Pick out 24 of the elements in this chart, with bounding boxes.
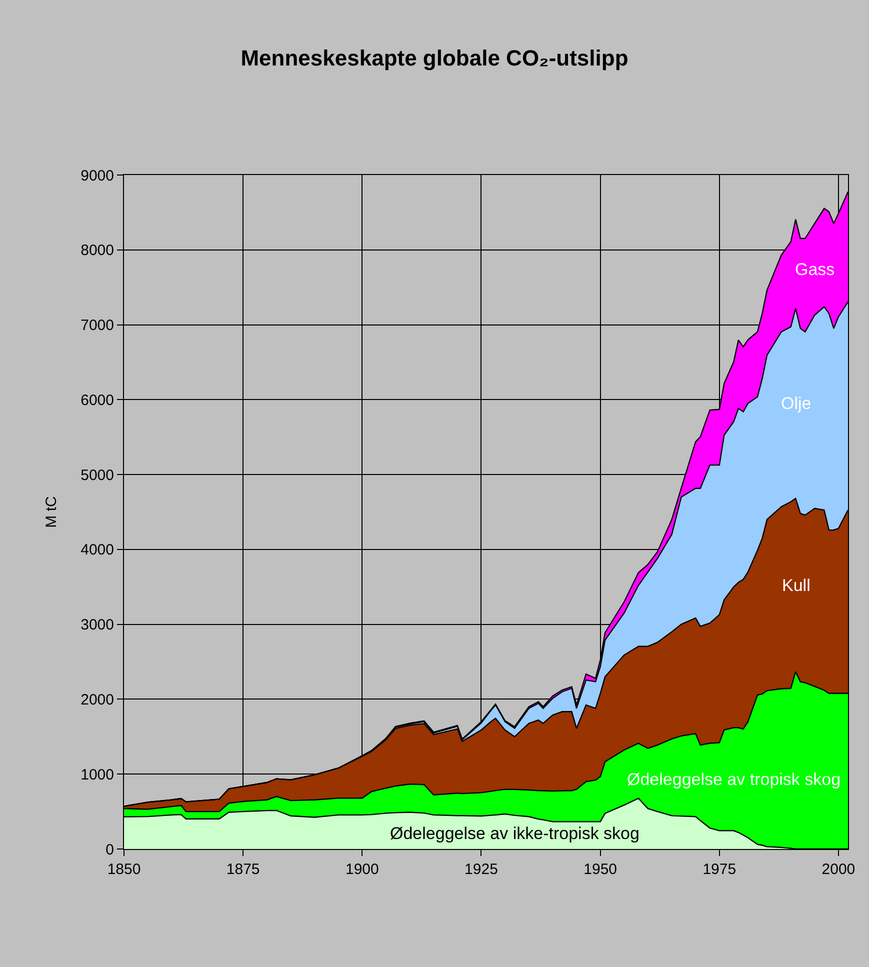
- y-tick-label: 4000: [80, 542, 114, 559]
- chart-title: Menneskeskapte globale CO₂-utslipp: [240, 46, 628, 71]
- y-tick-label: 5000: [80, 466, 114, 484]
- y-tick-label: 6000: [80, 392, 114, 409]
- y-tick-label: 8000: [80, 242, 114, 260]
- series-label: Ødeleggelse av ikke-tropisk skog: [390, 824, 640, 843]
- series-label: Olje: [781, 394, 812, 413]
- y-tick-label: 1000: [80, 766, 114, 784]
- x-tick-label: 1925: [464, 861, 498, 878]
- y-tick-label: 0: [106, 841, 114, 858]
- y-tick-label: 2000: [80, 691, 114, 708]
- y-tick-label: 7000: [80, 317, 114, 334]
- series-label: Gass: [795, 260, 835, 279]
- series-label: Ødeleggelse av tropisk skog: [627, 770, 841, 789]
- x-tick-label: 1850: [107, 861, 141, 878]
- y-axis-title: M tC: [42, 496, 60, 528]
- x-tick-label: 1975: [702, 861, 736, 878]
- x-tick-label: 2000: [822, 861, 856, 878]
- y-tick-label: 3000: [80, 616, 114, 634]
- series-label: Kull: [782, 576, 810, 595]
- x-tick-label: 1900: [345, 861, 379, 878]
- x-tick-label: 1875: [226, 861, 260, 878]
- x-tick-label: 1950: [584, 861, 618, 878]
- y-tick-label: 9000: [80, 167, 114, 184]
